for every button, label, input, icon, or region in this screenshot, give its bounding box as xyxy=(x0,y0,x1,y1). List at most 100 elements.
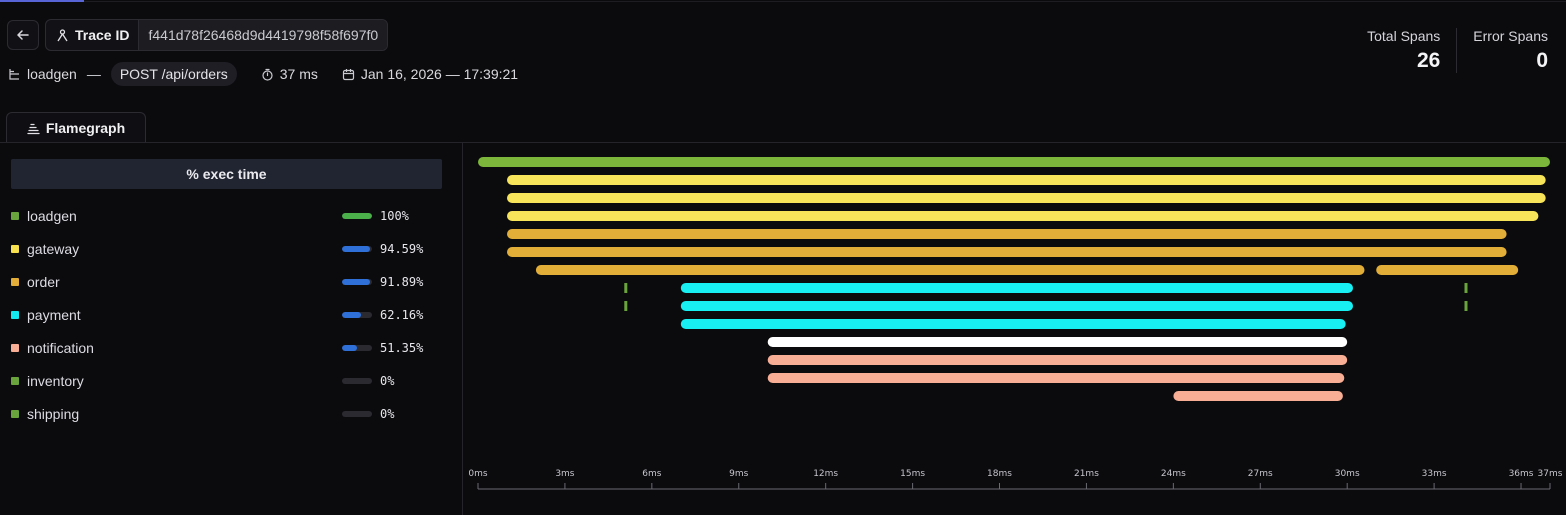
time-axis-tick-label: 24ms xyxy=(1161,469,1186,479)
exec-time-percent: 94.59% xyxy=(380,242,424,256)
exec-time-percent: 91.89% xyxy=(380,275,424,289)
time-axis-tick-label: 3ms xyxy=(555,469,574,479)
legend-color-swatch xyxy=(11,212,19,220)
span-bar-shipping[interactable] xyxy=(1464,301,1468,311)
span-bar-inventory[interactable] xyxy=(624,301,628,311)
tabs-border xyxy=(0,142,1566,143)
exec-time-header[interactable]: % exec time xyxy=(11,159,442,189)
time-axis-tick-label: 6ms xyxy=(642,469,661,479)
span-bar-gateway[interactable] xyxy=(507,193,1546,203)
span-bar-gateway[interactable] xyxy=(507,175,1546,185)
calendar-icon xyxy=(342,68,354,80)
time-axis-tick-label: 36ms xyxy=(1509,469,1534,479)
exec-time-percent: 100% xyxy=(380,209,409,223)
span-bar-order[interactable] xyxy=(507,247,1507,257)
legend-color-swatch xyxy=(11,377,19,385)
time-axis-tick-label: 37ms xyxy=(1538,469,1563,479)
legend-service-name: payment xyxy=(27,307,81,323)
service-name: loadgen xyxy=(27,66,77,82)
span-bar-notification[interactable] xyxy=(1173,391,1343,401)
span-bar-order[interactable] xyxy=(535,265,1365,275)
legend-color-swatch xyxy=(11,311,19,319)
legend-item[interactable]: inventory 0% xyxy=(11,371,442,391)
stopwatch-icon xyxy=(262,68,273,81)
legend-service-name: loadgen xyxy=(27,208,77,224)
timestamp-meta: Jan 16, 2026 — 17:39:21 xyxy=(342,66,518,82)
back-button[interactable] xyxy=(7,20,39,50)
trace-id-label: Trace ID xyxy=(75,27,130,43)
time-axis-tick-label: 9ms xyxy=(729,469,748,479)
total-spans-label: Total Spans xyxy=(1367,28,1441,44)
panel-divider xyxy=(462,143,463,515)
legend-color-swatch xyxy=(11,410,19,418)
legend-color-swatch xyxy=(11,278,19,286)
time-axis-tick-label: 27ms xyxy=(1248,469,1273,479)
exec-time-bar-fill xyxy=(342,213,372,219)
time-axis-tick-label: 12ms xyxy=(813,469,838,479)
exec-time-bar-fill xyxy=(342,246,371,252)
span-bar-loadgen[interactable] xyxy=(478,157,1550,167)
span-bar-notification[interactable] xyxy=(767,355,1348,365)
legend-service-name: notification xyxy=(27,340,94,356)
time-axis-tick-label: 30ms xyxy=(1335,469,1360,479)
tab-flamegraph[interactable]: Flamegraph xyxy=(6,112,146,143)
exec-time-bar xyxy=(342,378,372,384)
legend-item[interactable]: shipping 0% xyxy=(11,404,442,424)
trace-meta-row: loadgen — POST /api/orders 37 ms Jan 16,… xyxy=(8,62,518,86)
trace-icon xyxy=(57,28,68,41)
legend-item[interactable]: loadgen 100% xyxy=(11,206,442,226)
timestamp-value: Jan 16, 2026 — 17:39:21 xyxy=(360,66,519,82)
legend-color-swatch xyxy=(11,344,19,352)
flamegraph-icon xyxy=(27,123,40,134)
exec-time-bar xyxy=(342,279,372,285)
service-meta: loadgen — xyxy=(8,66,105,82)
trace-id-box[interactable]: Trace ID f441d78f26468d9d4419798f58f697f… xyxy=(45,19,389,51)
span-bar-payment[interactable] xyxy=(680,301,1353,311)
error-spans-label: Error Spans xyxy=(1473,28,1548,44)
span-bar-notification[interactable] xyxy=(767,337,1348,347)
exec-time-bar-fill xyxy=(342,312,361,318)
time-axis-tick-label: 33ms xyxy=(1422,469,1447,479)
exec-time-bar xyxy=(342,345,372,351)
service-tree-icon xyxy=(9,68,19,80)
span-bar-gateway[interactable] xyxy=(507,211,1539,221)
exec-time-bar xyxy=(342,213,372,219)
span-bar-payment[interactable] xyxy=(680,283,1353,293)
error-spans-stat: Error Spans 0 xyxy=(1456,28,1548,73)
time-axis-tick-label: 18ms xyxy=(987,469,1012,479)
separator-dash: — xyxy=(86,66,101,82)
legend-item[interactable]: payment 62.16% xyxy=(11,305,442,325)
total-spans-value: 26 xyxy=(1416,49,1441,72)
trace-id-value[interactable]: f441d78f26468d9d4419798f58f697f0 xyxy=(139,20,388,50)
span-bar-notification[interactable] xyxy=(767,373,1345,383)
span-bar-order[interactable] xyxy=(507,229,1507,239)
exec-time-bar xyxy=(342,411,372,417)
exec-time-percent: 0% xyxy=(380,407,395,421)
legend-service-name: gateway xyxy=(27,241,80,257)
exec-time-bar-fill xyxy=(342,279,370,285)
span-bar-shipping[interactable] xyxy=(1464,283,1468,293)
trace-id-label-wrap: Trace ID xyxy=(46,20,140,50)
time-axis-tick-label: 21ms xyxy=(1074,469,1099,479)
endpoint-pill: POST /api/orders xyxy=(110,62,237,86)
flamegraph-svg[interactable]: 0ms 3ms 6ms 9ms 12ms 15ms 18ms 21ms 24ms 27ms 30ms… xyxy=(463,143,1566,515)
legend-service-name: inventory xyxy=(27,373,84,389)
legend-item[interactable]: notification 51.35% xyxy=(11,338,442,358)
legend-item[interactable]: gateway 94.59% xyxy=(11,239,442,259)
legend-service-name: order xyxy=(27,274,60,290)
top-border xyxy=(84,1,1566,2)
duration-meta: 37 ms xyxy=(261,66,318,82)
time-axis-tick-label: 0ms xyxy=(468,469,487,479)
legend-service-name: shipping xyxy=(27,406,80,422)
flamegraph-canvas[interactable]: 0ms 3ms 6ms 9ms 12ms 15ms 18ms 21ms 24ms 27ms 30ms… xyxy=(463,143,1566,515)
total-spans-stat: Total Spans 26 xyxy=(1351,28,1440,73)
error-spans-value: 0 xyxy=(1536,49,1548,72)
span-bar-inventory[interactable] xyxy=(624,283,628,293)
legend-color-swatch xyxy=(11,245,19,253)
exec-time-percent: 0% xyxy=(380,374,395,388)
span-bar-order[interactable] xyxy=(1376,265,1519,275)
legend-item[interactable]: order 91.89% xyxy=(11,272,442,292)
exec-time-bar xyxy=(342,246,372,252)
duration-value: 37 ms xyxy=(279,66,318,82)
span-bar-payment[interactable] xyxy=(680,319,1346,329)
